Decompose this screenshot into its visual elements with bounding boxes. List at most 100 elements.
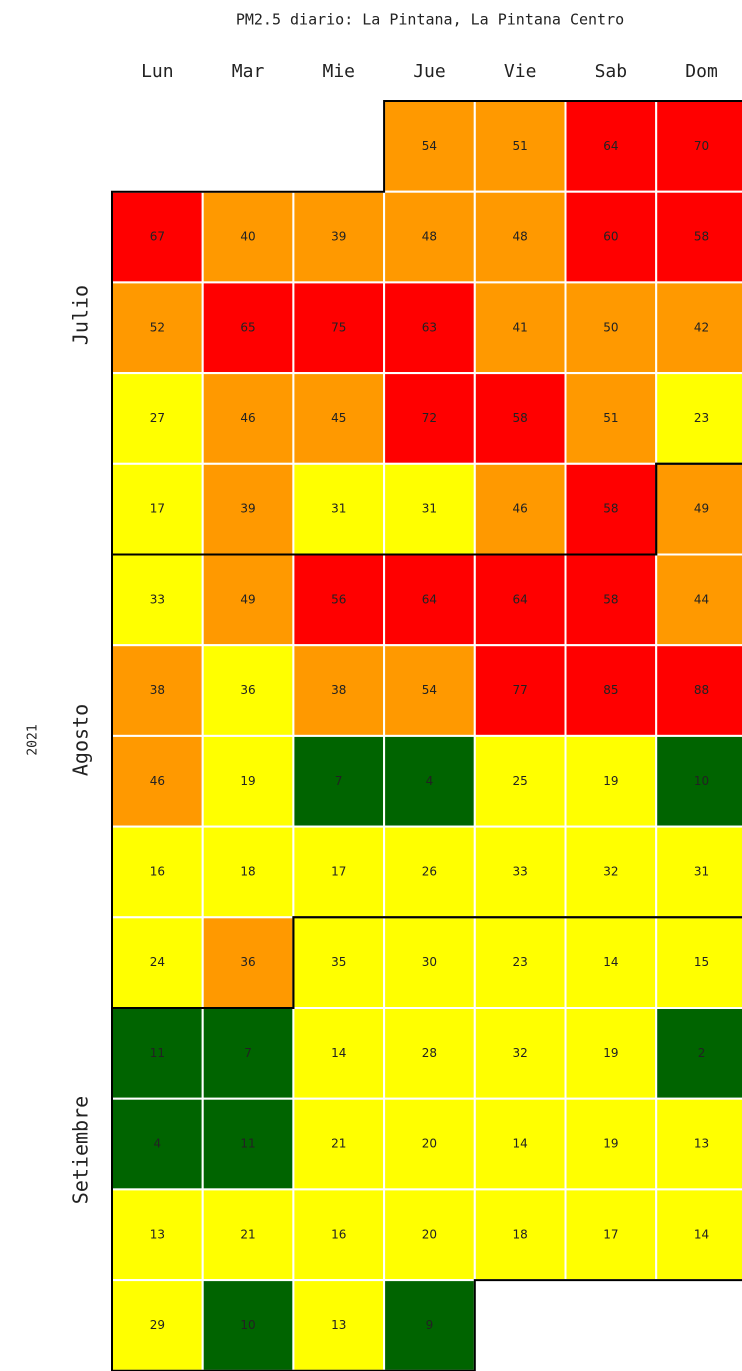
day-cell <box>655 825 742 919</box>
day-value: 33 <box>513 864 528 878</box>
month-label: Agosto <box>69 704 93 776</box>
day-cell <box>201 462 295 556</box>
day-value: 58 <box>513 411 528 425</box>
day-value: 51 <box>603 411 618 425</box>
day-value: 31 <box>331 502 346 516</box>
day-value: 11 <box>150 1046 165 1060</box>
day-value: 45 <box>331 411 346 425</box>
day-cell <box>473 462 567 556</box>
day-value: 64 <box>603 139 618 153</box>
day-value: 7 <box>335 774 343 788</box>
day-value: 19 <box>240 774 255 788</box>
day-value: 46 <box>240 411 255 425</box>
day-value: 26 <box>422 864 437 878</box>
day-value: 88 <box>694 683 709 697</box>
day-value: 17 <box>150 502 165 516</box>
day-cell <box>564 553 658 647</box>
day-value: 19 <box>603 774 618 788</box>
day-value: 35 <box>331 955 346 969</box>
day-value: 72 <box>422 411 437 425</box>
day-cell <box>473 734 567 828</box>
day-cell <box>383 825 476 919</box>
day-cell <box>564 281 658 375</box>
day-cell <box>655 462 742 556</box>
day-value: 58 <box>603 502 618 516</box>
day-value: 48 <box>513 230 528 244</box>
day-value: 50 <box>603 320 618 334</box>
day-cell <box>292 372 386 465</box>
day-value: 13 <box>694 1137 709 1151</box>
day-value: 58 <box>603 592 618 606</box>
day-value: 29 <box>150 1318 165 1332</box>
day-cell <box>473 1097 567 1191</box>
day-cell <box>111 1279 204 1371</box>
day-value: 39 <box>240 502 255 516</box>
day-value: 52 <box>150 320 165 334</box>
day-value: 23 <box>513 955 528 969</box>
day-cell <box>655 734 742 828</box>
day-value: 46 <box>150 774 165 788</box>
month-label: Julio <box>69 285 93 345</box>
day-cell <box>292 1097 386 1191</box>
day-value: 33 <box>150 592 165 606</box>
day-cell <box>564 825 658 919</box>
weekday-label: Lun <box>141 61 174 82</box>
day-cell <box>111 372 204 465</box>
day-value: 32 <box>603 864 618 878</box>
day-value: 77 <box>513 683 528 697</box>
day-value: 4 <box>426 774 434 788</box>
day-value: 24 <box>150 955 165 969</box>
weekday-label: Mie <box>322 61 355 82</box>
day-cell <box>111 644 204 737</box>
weekday-label: Vie <box>504 61 537 82</box>
day-cell <box>383 553 476 647</box>
day-cell <box>383 1279 476 1371</box>
day-cell <box>111 734 204 828</box>
day-cell <box>473 916 567 1009</box>
day-value: 28 <box>422 1046 437 1060</box>
day-value: 49 <box>240 592 255 606</box>
day-cell <box>292 1188 386 1282</box>
day-value: 13 <box>150 1227 165 1241</box>
day-value: 46 <box>513 502 528 516</box>
weekday-label: Dom <box>685 61 718 82</box>
day-value: 31 <box>422 502 437 516</box>
day-value: 14 <box>513 1137 528 1151</box>
day-cell <box>473 100 567 193</box>
day-value: 13 <box>331 1318 346 1332</box>
day-cell <box>201 1007 295 1100</box>
month-label: Setiembre <box>69 1096 93 1204</box>
day-value: 21 <box>240 1227 255 1241</box>
day-value: 39 <box>331 230 346 244</box>
day-cell <box>292 190 386 284</box>
day-value: 18 <box>513 1227 528 1241</box>
day-value: 49 <box>694 502 709 516</box>
day-value: 17 <box>603 1227 618 1241</box>
day-value: 64 <box>422 592 437 606</box>
day-value: 48 <box>422 230 437 244</box>
day-cell <box>655 1188 742 1282</box>
day-value: 16 <box>331 1227 346 1241</box>
day-cell <box>201 916 295 1009</box>
day-cell <box>655 1007 742 1100</box>
day-cell <box>111 916 204 1009</box>
day-value: 20 <box>422 1137 437 1151</box>
day-value: 38 <box>150 683 165 697</box>
day-value: 54 <box>422 683 437 697</box>
day-value: 20 <box>422 1227 437 1241</box>
day-value: 42 <box>694 320 709 334</box>
chart-title: PM2.5 diario: La Pintana, La Pintana Cen… <box>236 11 624 29</box>
day-value: 15 <box>694 955 709 969</box>
day-cell <box>292 825 386 919</box>
day-value: 10 <box>240 1318 255 1332</box>
weekday-label: Mar <box>232 61 265 82</box>
day-cell <box>201 825 295 919</box>
day-value: 23 <box>694 411 709 425</box>
year-label: 2021 <box>26 724 41 755</box>
day-cell <box>383 100 476 193</box>
day-cell <box>111 1097 204 1191</box>
day-value: 56 <box>331 592 346 606</box>
day-value: 14 <box>331 1046 346 1060</box>
day-cell <box>201 281 295 375</box>
